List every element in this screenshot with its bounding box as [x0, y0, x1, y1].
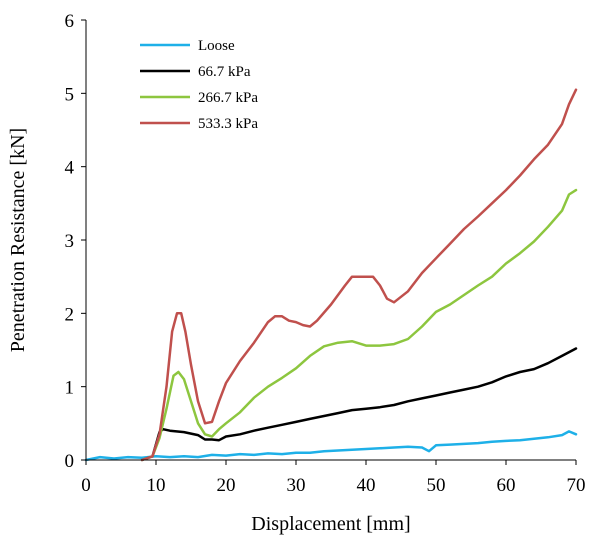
x-tick-label: 70	[567, 475, 586, 496]
series-line-2	[140, 188, 578, 462]
legend: Loose 66.7 kPa 266.7 kPa 533.3 kPa	[140, 38, 258, 132]
y-tick-label: 3	[65, 231, 75, 252]
legend-label-3: 533.3 kPa	[198, 116, 258, 132]
x-tick-label: 0	[81, 475, 91, 496]
legend-label-2: 266.7 kPa	[198, 90, 258, 106]
legend-label-0: Loose	[198, 38, 235, 54]
plot-area	[84, 88, 578, 462]
y-axis-title: Penetration Resistance [kN]	[7, 128, 29, 352]
x-tick-label: 30	[287, 475, 306, 496]
x-ticks: 0 10 20 30 40 50 60 70	[81, 460, 586, 496]
y-tick-label: 0	[65, 451, 75, 472]
x-tick-label: 20	[217, 475, 236, 496]
y-tick-label: 6	[65, 11, 75, 32]
x-axis-title: Displacement [mm]	[251, 513, 410, 535]
x-tick-label: 10	[147, 475, 166, 496]
series-line-0	[84, 430, 578, 462]
legend-label-1: 66.7 kPa	[198, 64, 251, 80]
y-tick-label: 1	[65, 378, 75, 399]
y-tick-label: 4	[65, 158, 75, 179]
x-tick-label: 60	[497, 475, 516, 496]
x-tick-label: 40	[357, 475, 376, 496]
y-tick-label: 2	[65, 304, 75, 325]
series-line-1	[140, 347, 578, 462]
y-tick-label: 5	[65, 84, 75, 105]
series-line-3	[140, 88, 578, 462]
x-tick-label: 50	[427, 475, 446, 496]
y-ticks: 0 1 2 3 4 5 6	[65, 11, 86, 472]
